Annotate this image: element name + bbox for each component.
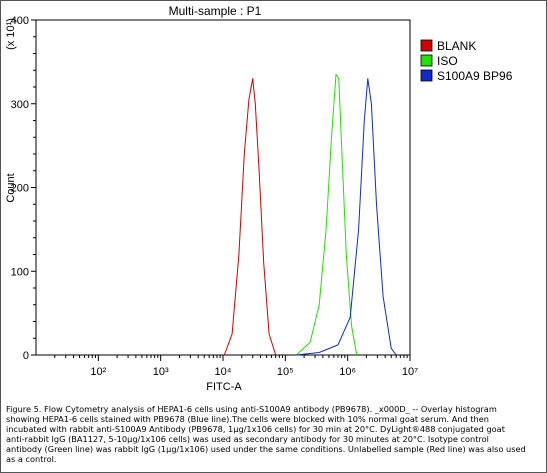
x-tick-label: 10⁷ [402, 366, 418, 378]
flow-cytometry-histogram: Multi-sample : P1 (x 10¹) Count FITC-A 0… [5, 4, 513, 393]
y-axis-label: Count [5, 173, 17, 202]
figure-caption: Figure 5. Flow Cytometry analysis of HEP… [6, 404, 526, 464]
legend-label: ISO [437, 54, 458, 68]
plot-frame [35, 19, 411, 356]
x-tick-label: 10² [90, 366, 106, 378]
y-tick-label: 0 [23, 350, 29, 362]
y-tick-label: 300 [11, 99, 29, 111]
x-tick-label: 10⁴ [215, 366, 232, 378]
series-line-s100a9-bp96 [296, 78, 397, 356]
axes: 0 100 200 300 400 10² 10³ 10⁴ 10⁵ 10⁶ 10⁷ [11, 15, 418, 378]
series-line-iso [295, 73, 358, 356]
legend-swatch [420, 54, 433, 67]
y-tick-label: 400 [11, 15, 29, 27]
series-line-blank [223, 78, 277, 356]
legend-label: S100A9 BP96 [437, 69, 513, 83]
x-tick-label: 10³ [153, 366, 169, 378]
y-axis-multiplier: (x 10¹) [5, 18, 17, 50]
x-tick-label: 10⁶ [339, 366, 356, 378]
chart-title: Multi-sample : P1 [169, 4, 262, 18]
legend-swatch [420, 69, 433, 82]
x-tick-label: 10⁵ [277, 366, 294, 378]
y-tick-label: 100 [11, 266, 29, 278]
x-axis-label: FITC-A [206, 381, 242, 393]
y-tick-label: 200 [11, 183, 29, 195]
series-lines [223, 73, 397, 356]
legend-swatch [420, 39, 433, 52]
legend-label: BLANK [437, 39, 476, 53]
